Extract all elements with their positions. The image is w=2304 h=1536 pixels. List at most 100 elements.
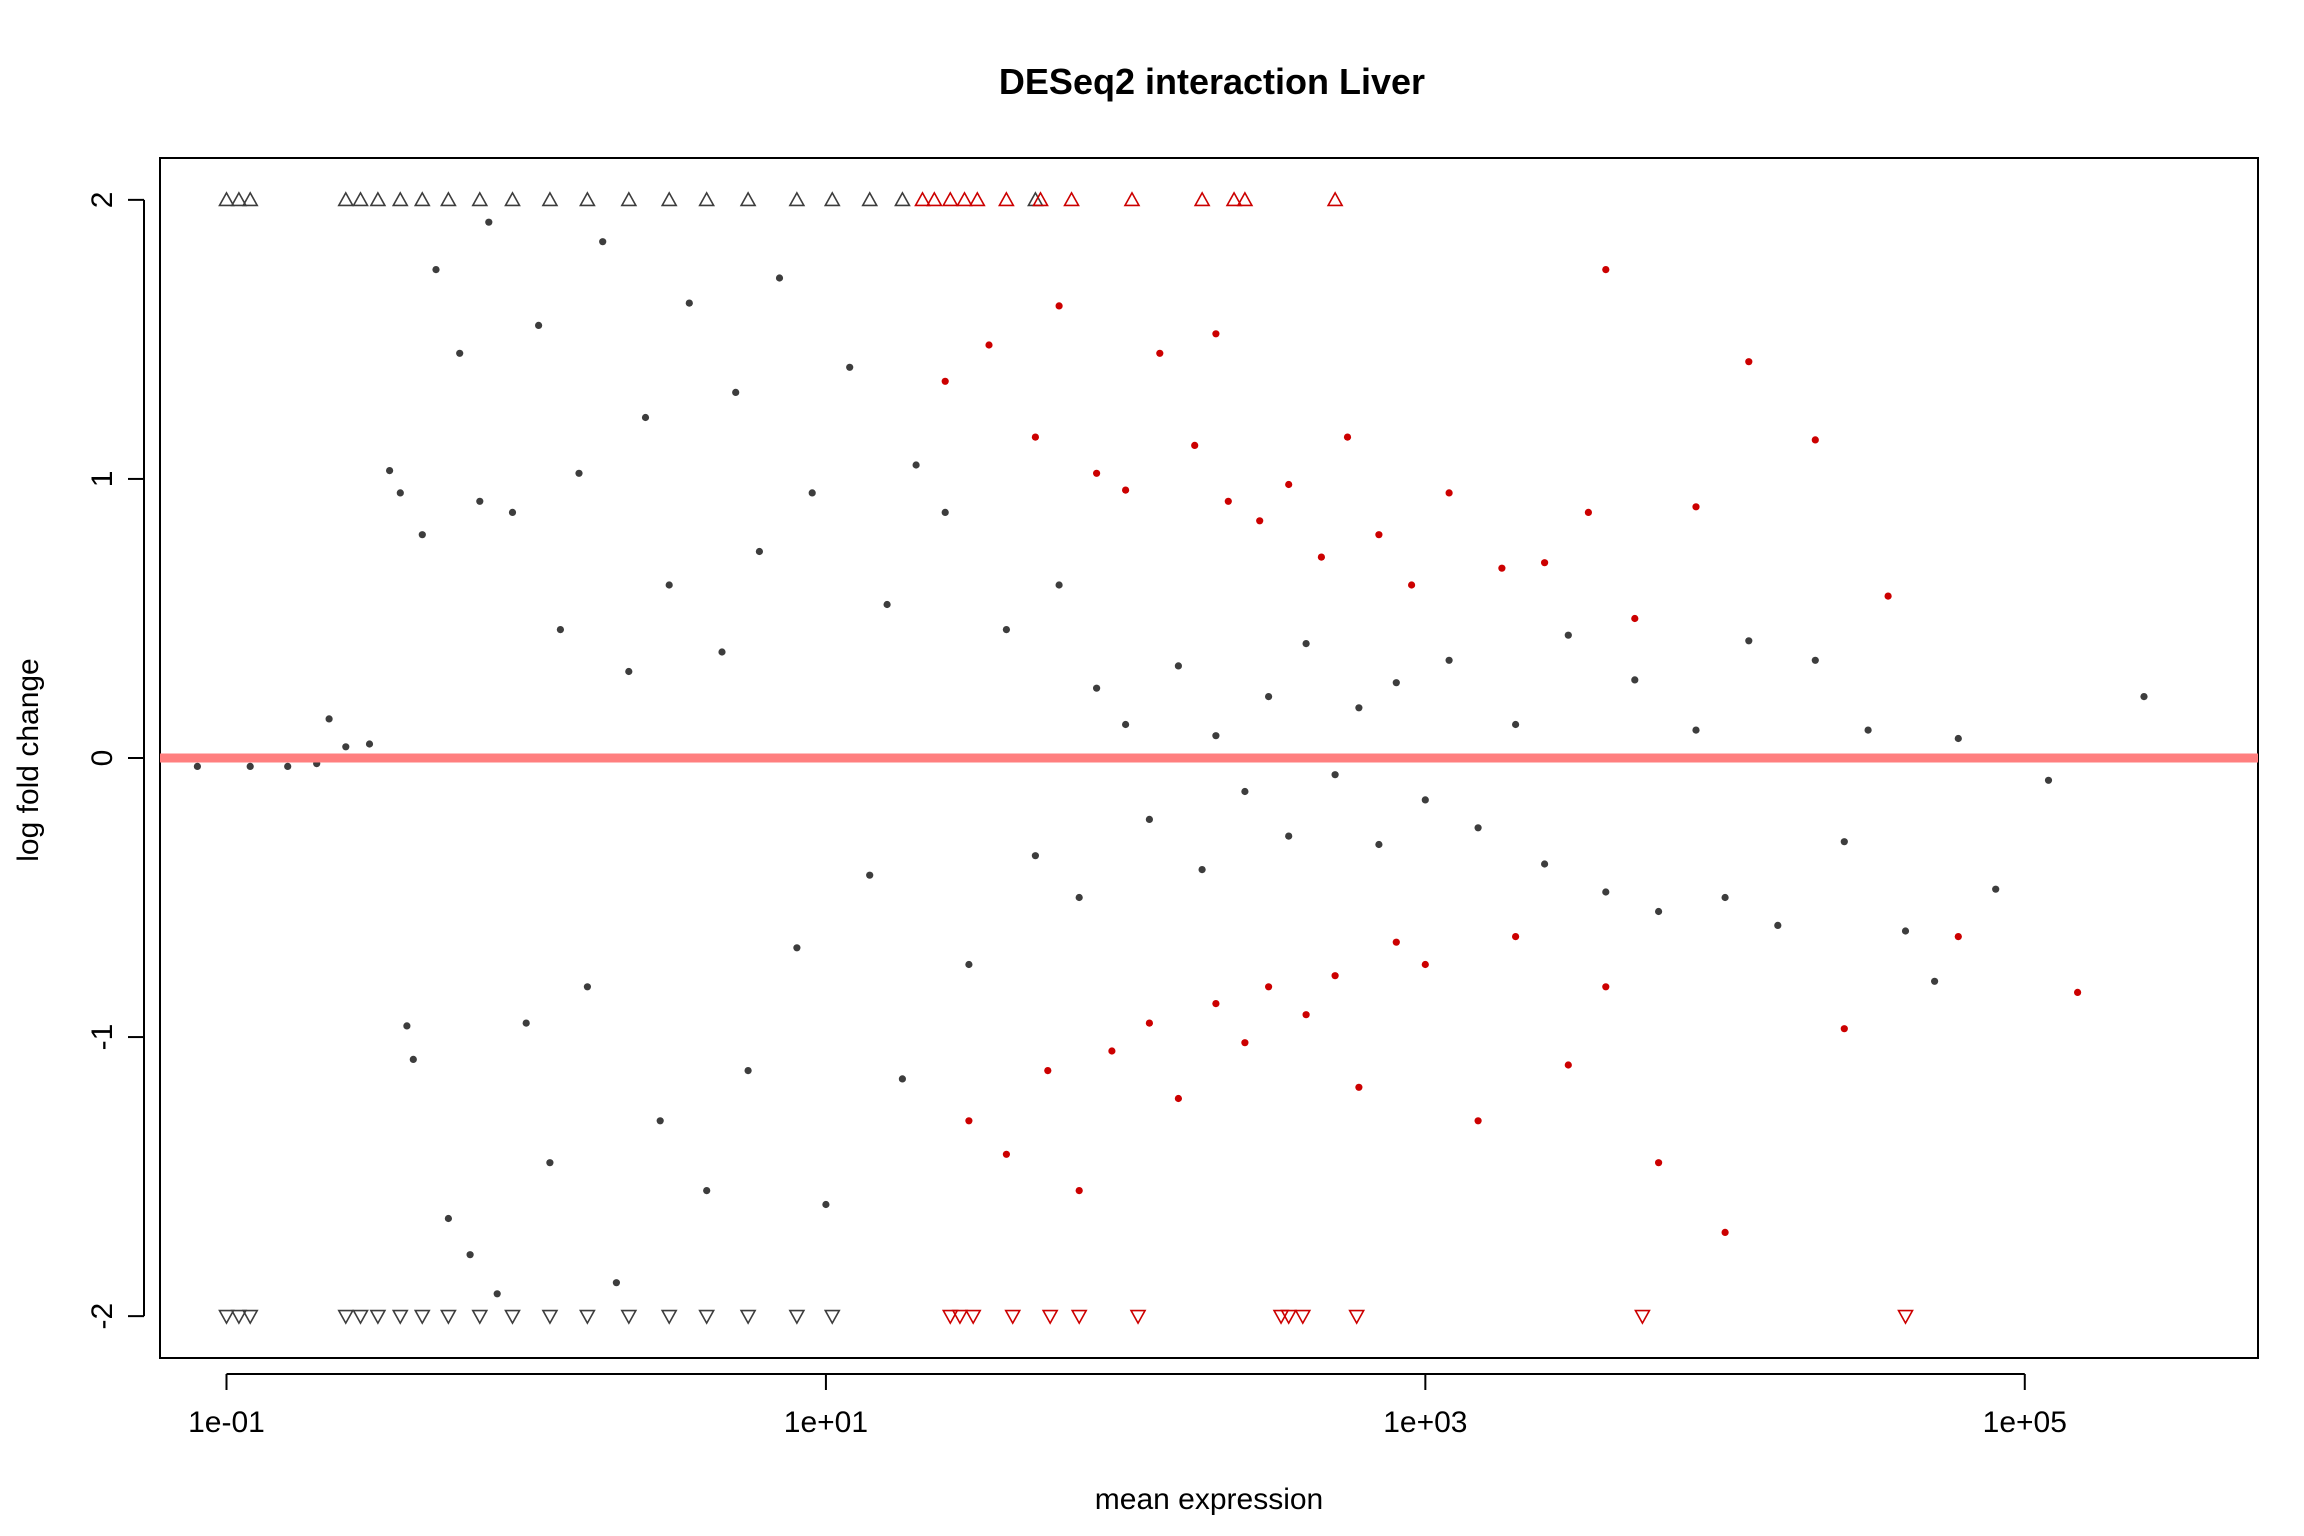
x-tick-label: 1e+03 — [1383, 1406, 1467, 1439]
data-point-significant — [1056, 302, 1063, 309]
data-point-not_significant — [1541, 860, 1548, 867]
data-point-significant — [1303, 1011, 1310, 1018]
data-point-not_significant — [965, 961, 972, 968]
data-point-not_significant — [247, 763, 254, 770]
data-point-not_significant — [1512, 721, 1519, 728]
data-point-not_significant — [1076, 894, 1083, 901]
data-point-not_significant — [2045, 777, 2052, 784]
data-point-not_significant — [1199, 866, 1206, 873]
data-point-not_significant — [1841, 838, 1848, 845]
data-point-not_significant — [1303, 640, 1310, 647]
data-point-significant — [942, 378, 949, 385]
data-point-not_significant — [1093, 685, 1100, 692]
y-tick-label: 2 — [86, 192, 119, 209]
data-point-not_significant — [1475, 824, 1482, 831]
data-point-not_significant — [899, 1075, 906, 1082]
data-point-not_significant — [1631, 676, 1638, 683]
data-point-not_significant — [403, 1022, 410, 1029]
data-point-significant — [1191, 442, 1198, 449]
data-point-significant — [1355, 1084, 1362, 1091]
data-point-not_significant — [732, 389, 739, 396]
data-point-not_significant — [194, 763, 201, 770]
data-point-not_significant — [584, 983, 591, 990]
data-point-not_significant — [485, 219, 492, 226]
data-point-not_significant — [703, 1187, 710, 1194]
data-point-significant — [1955, 933, 1962, 940]
data-point-significant — [1225, 498, 1232, 505]
data-point-significant — [1885, 593, 1892, 600]
data-point-significant — [1631, 615, 1638, 622]
data-point-not_significant — [397, 489, 404, 496]
chart-title: DESeq2 interaction Liver — [999, 61, 1425, 102]
data-point-not_significant — [1355, 704, 1362, 711]
data-point-not_significant — [1812, 657, 1819, 664]
data-point-not_significant — [467, 1251, 474, 1258]
data-point-not_significant — [942, 509, 949, 516]
data-point-not_significant — [575, 470, 582, 477]
x-tick-label: 1e-01 — [188, 1406, 265, 1439]
data-point-not_significant — [523, 1020, 530, 1027]
data-point-significant — [1003, 1151, 1010, 1158]
data-point-significant — [1212, 1000, 1219, 1007]
data-point-significant — [1446, 489, 1453, 496]
data-point-not_significant — [642, 414, 649, 421]
data-point-significant — [1332, 972, 1339, 979]
y-axis-label: log fold change — [12, 658, 45, 862]
data-point-not_significant — [776, 274, 783, 281]
y-tick-label: 1 — [86, 471, 119, 488]
data-point-significant — [1241, 1039, 1248, 1046]
data-point-not_significant — [342, 743, 349, 750]
data-point-not_significant — [410, 1056, 417, 1063]
data-point-not_significant — [1122, 721, 1129, 728]
data-point-not_significant — [1032, 852, 1039, 859]
data-point-not_significant — [1332, 771, 1339, 778]
data-point-not_significant — [1175, 662, 1182, 669]
y-tick-label: 0 — [86, 750, 119, 767]
data-point-not_significant — [326, 715, 333, 722]
data-point-not_significant — [1422, 796, 1429, 803]
data-point-significant — [1841, 1025, 1848, 1032]
data-point-significant — [1122, 487, 1129, 494]
data-point-not_significant — [1285, 833, 1292, 840]
data-point-significant — [1722, 1229, 1729, 1236]
data-point-not_significant — [1446, 657, 1453, 664]
data-point-significant — [1044, 1067, 1051, 1074]
data-point-significant — [1812, 436, 1819, 443]
data-point-not_significant — [1565, 632, 1572, 639]
data-point-not_significant — [1865, 727, 1872, 734]
data-point-significant — [985, 341, 992, 348]
data-point-not_significant — [1902, 927, 1909, 934]
data-point-not_significant — [1212, 732, 1219, 739]
data-point-not_significant — [1241, 788, 1248, 795]
data-point-not_significant — [432, 266, 439, 273]
data-point-significant — [1146, 1020, 1153, 1027]
data-point-significant — [1498, 565, 1505, 572]
data-point-significant — [1032, 434, 1039, 441]
data-point-not_significant — [546, 1159, 553, 1166]
data-point-significant — [1076, 1187, 1083, 1194]
data-point-not_significant — [884, 601, 891, 608]
data-point-not_significant — [657, 1117, 664, 1124]
data-point-significant — [1318, 554, 1325, 561]
data-point-not_significant — [1655, 908, 1662, 915]
y-tick-label: -1 — [86, 1024, 119, 1051]
data-point-not_significant — [1992, 886, 1999, 893]
y-tick-label: -2 — [86, 1303, 119, 1330]
data-point-not_significant — [366, 740, 373, 747]
data-point-significant — [1602, 983, 1609, 990]
data-point-not_significant — [866, 872, 873, 879]
data-point-not_significant — [386, 467, 393, 474]
data-point-not_significant — [666, 581, 673, 588]
data-point-not_significant — [686, 300, 693, 307]
data-point-significant — [1422, 961, 1429, 968]
data-point-significant — [1475, 1117, 1482, 1124]
data-point-significant — [1393, 939, 1400, 946]
data-point-not_significant — [1393, 679, 1400, 686]
data-point-not_significant — [1375, 841, 1382, 848]
data-point-not_significant — [284, 763, 291, 770]
data-point-significant — [2074, 989, 2081, 996]
data-point-significant — [1602, 266, 1609, 273]
data-point-not_significant — [613, 1279, 620, 1286]
data-point-significant — [1175, 1095, 1182, 1102]
